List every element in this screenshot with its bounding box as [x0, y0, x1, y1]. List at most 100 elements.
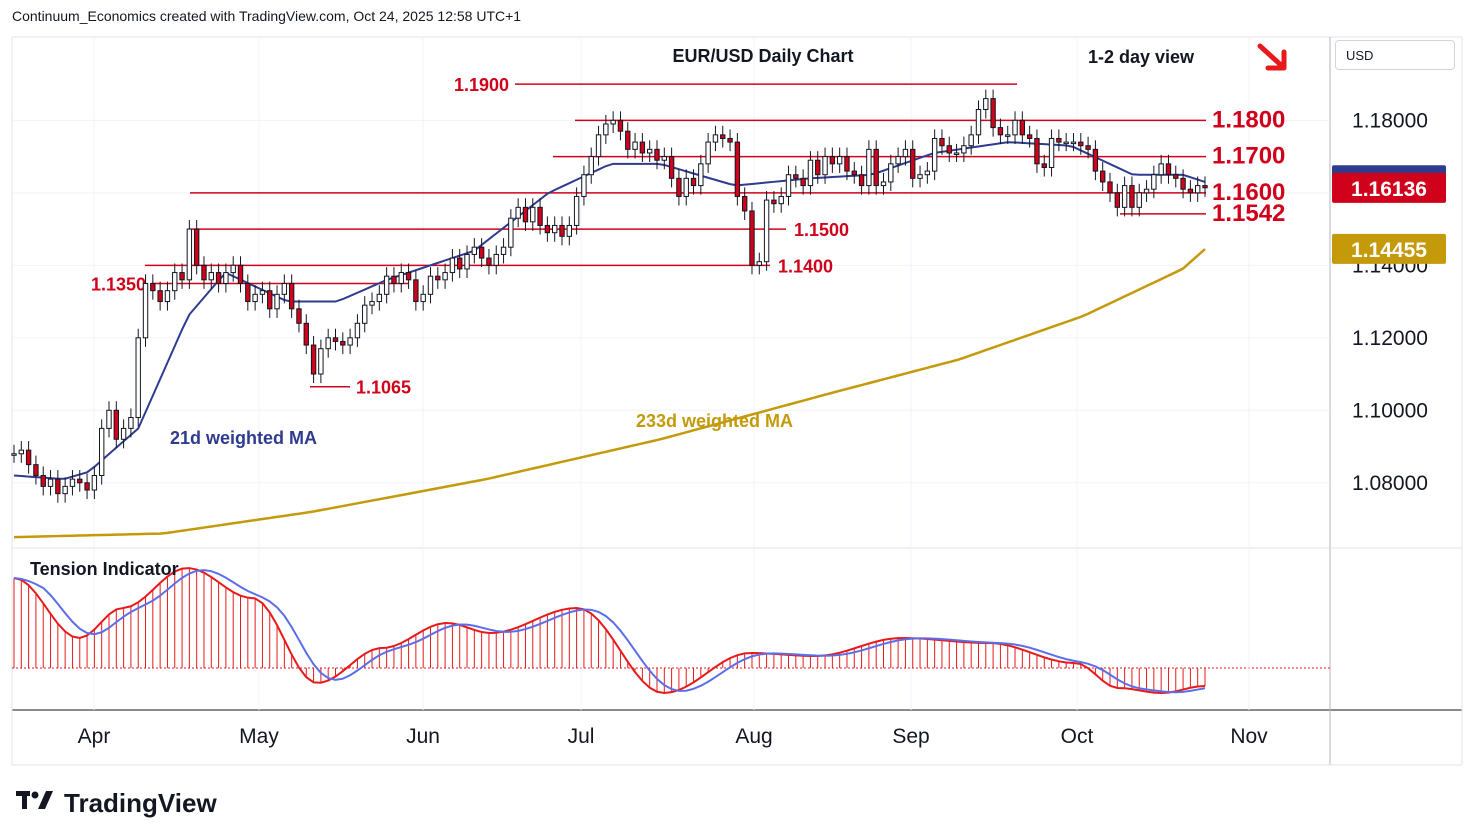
candle-body	[610, 119, 616, 125]
candle-body	[405, 272, 412, 281]
candle-body	[369, 301, 375, 306]
candle-body	[347, 337, 353, 346]
candle-body	[858, 174, 865, 187]
candle-body	[427, 275, 434, 295]
candle-body	[157, 290, 163, 303]
price-label-box	[1332, 172, 1446, 203]
candle-body	[537, 206, 543, 226]
candle-body	[1136, 192, 1142, 208]
candle-body	[296, 308, 302, 324]
candle-body	[1085, 145, 1091, 150]
chart-title: EUR/USD Daily Chart	[672, 46, 853, 66]
candle-body	[690, 177, 697, 187]
candle-body	[325, 337, 331, 350]
currency-selector[interactable]: USD	[1335, 40, 1455, 70]
candle-body	[449, 257, 456, 274]
candle-body	[142, 282, 149, 339]
price-label-text: 1.14455	[1351, 239, 1427, 262]
candle-body	[1012, 119, 1018, 136]
candle-body	[676, 177, 682, 197]
candle-body	[559, 224, 565, 237]
candle-body	[917, 174, 923, 179]
candle-body	[1143, 188, 1150, 194]
x-tick-label: Jul	[568, 725, 595, 748]
candle-body	[990, 98, 996, 129]
candle-body	[40, 475, 46, 487]
candle-body	[471, 246, 478, 255]
candle-body	[259, 290, 266, 295]
level-label: 1.1600	[1212, 179, 1285, 206]
candle-body	[478, 246, 485, 259]
candle-body	[698, 163, 704, 187]
candle-body	[683, 177, 689, 197]
candle-body	[25, 449, 32, 466]
level-label: 1.1542	[1212, 200, 1285, 227]
candle-body	[895, 156, 901, 165]
candle-body	[1100, 170, 1106, 183]
candle-body	[508, 217, 514, 248]
candle-body	[1158, 163, 1164, 176]
tradingview-wordmark: TradingView	[64, 788, 217, 818]
candle-body	[128, 417, 134, 429]
level-label: 1.1350	[91, 274, 146, 294]
chart-subtitle: 1-2 day view	[1088, 47, 1195, 67]
candle-body	[493, 253, 499, 266]
candle-body	[281, 282, 288, 295]
candle-body	[873, 148, 879, 187]
candle-body	[77, 478, 83, 484]
candle-body	[1180, 177, 1186, 190]
candle-body	[617, 119, 624, 132]
candle-body	[880, 181, 887, 187]
candle-body	[1005, 134, 1011, 137]
candle-body	[785, 174, 792, 197]
candle-body	[274, 293, 280, 310]
candle-body	[544, 224, 551, 234]
candle-body	[11, 453, 17, 456]
candle-body	[420, 293, 426, 303]
indicator-label: Tension Indicator	[30, 559, 179, 579]
candle-body	[522, 206, 529, 223]
level-label: 1.1500	[794, 220, 849, 240]
candle-body	[734, 141, 741, 197]
candle-body	[625, 130, 631, 150]
ma21-line	[13, 141, 1206, 480]
candle-body	[771, 199, 777, 205]
candle-body	[961, 145, 967, 154]
candle-body	[1129, 185, 1135, 208]
tension-indicator	[13, 567, 1206, 695]
candle-body	[939, 137, 945, 147]
ma21-path	[13, 141, 1206, 480]
candle-body	[179, 272, 185, 281]
candle-body	[391, 275, 397, 284]
candle-body	[1114, 192, 1121, 208]
candle-body	[120, 427, 127, 440]
candles	[11, 89, 1208, 503]
tradingview-logo-icon	[16, 789, 56, 818]
candle-body	[237, 264, 244, 284]
candle-body	[288, 282, 295, 310]
candle-body	[888, 163, 894, 183]
candle-body	[836, 156, 843, 165]
candle-body	[668, 156, 675, 179]
candle-body	[749, 210, 755, 266]
candle-body	[756, 261, 762, 266]
candle-body	[566, 224, 573, 237]
candle-body	[208, 272, 214, 281]
level-label: 1.1800	[1212, 106, 1285, 133]
candle-body	[1063, 141, 1069, 145]
indicator-line	[13, 567, 1206, 695]
x-tick-label: Jun	[406, 725, 440, 748]
candle-body	[968, 134, 974, 147]
candle-body	[164, 290, 171, 303]
candle-body	[135, 337, 141, 419]
candle-body	[1165, 163, 1172, 176]
candle-body	[113, 409, 119, 440]
x-axis: Apr May Jun Jul Aug Sep Oct Nov	[78, 725, 1269, 748]
candle-body	[150, 282, 156, 292]
candle-body	[705, 141, 711, 165]
tradingview-logo[interactable]: TradingView	[16, 788, 217, 819]
candle-body	[457, 257, 463, 270]
candle-body	[84, 482, 90, 491]
candle-body	[303, 322, 309, 346]
candle-body	[741, 195, 748, 212]
